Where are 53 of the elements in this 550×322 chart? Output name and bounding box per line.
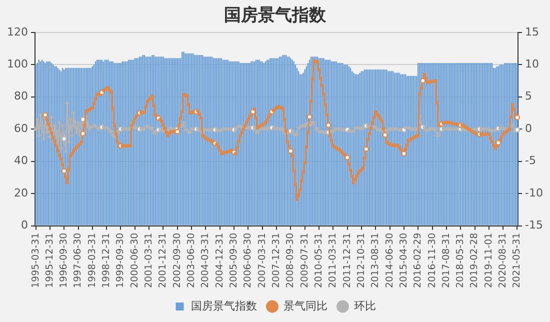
x-tick-label: 2009-07-31 xyxy=(299,232,310,288)
x-tick-label: 1999-09-30 xyxy=(115,232,126,288)
x-tick-label: 2020-08-31 xyxy=(498,232,509,288)
y-tick-label: 120 xyxy=(6,25,28,38)
x-tick-label: 2004-12-31 xyxy=(214,232,226,288)
x-tick-label: 1998-12-31 xyxy=(101,232,112,288)
x-tick-label: 2014-06-30 xyxy=(384,232,396,288)
legend-label: 国房景气指数 xyxy=(190,299,257,312)
x-tick-label: 2008-09-30 xyxy=(285,232,296,288)
y-tick-label: 40 xyxy=(14,154,28,168)
x-tick-label: 2006-06-30 xyxy=(242,232,254,288)
x-tick-label: 2001-12-31 xyxy=(158,232,169,288)
x-tick-label: 2013-08-31 xyxy=(370,232,382,288)
x-tick-label: 1998-03-31 xyxy=(86,232,98,288)
x-tick-label: 2001-03-31 xyxy=(144,232,155,288)
x-tick-label: 2012-10-31 xyxy=(356,232,367,288)
x-tick-label: 2016-11-30 xyxy=(426,232,438,288)
x-tick-label: 2002-09-30 xyxy=(172,232,183,288)
x-tick-label: 1996-09-30 xyxy=(58,232,70,288)
x-tick-label: 2018-05-31 xyxy=(455,232,466,288)
x-tick-label: 2015-04-30 xyxy=(398,232,410,288)
x-tick-label: 1995-03-31 xyxy=(30,232,42,288)
x-tick-label: 2019-02-28 xyxy=(469,232,480,288)
y2-tick-label: -10 xyxy=(525,186,543,200)
x-tick-label: 2019-11-01 xyxy=(483,232,494,288)
chart-title: 国房景气指数 xyxy=(224,6,327,26)
y-tick-label: 60 xyxy=(14,122,28,135)
legend-label: 景气同比 xyxy=(283,299,328,312)
x-tick-label: 2005-09-30 xyxy=(228,232,240,288)
x-tick-label: 2011-12-31 xyxy=(342,232,353,288)
x-tick-label: 2010-05-31 xyxy=(313,232,324,288)
x-tick-label: 2007-03-31 xyxy=(256,232,268,288)
x-tick-label: 2000-06-30 xyxy=(129,232,140,288)
y-tick-label: 20 xyxy=(14,186,28,200)
x-tick-label: 2011-03-31 xyxy=(328,232,339,288)
x-tick-label: 1997-06-30 xyxy=(72,232,84,288)
y-tick-label: 100 xyxy=(6,57,28,70)
y2-tick-label: 5 xyxy=(525,90,532,103)
x-tick-label: 2004-03-31 xyxy=(200,232,212,288)
y-tick-label: 0 xyxy=(20,218,28,232)
x-tick-label: 2003-06-30 xyxy=(186,232,198,288)
x-tick-label: 2017-08-31 xyxy=(440,232,452,288)
x-tick-label: 2016-02-29 xyxy=(412,232,424,288)
x-tick-label: 2021-05-31 xyxy=(512,232,523,288)
legend-label: 环比 xyxy=(354,299,376,312)
y2-tick-label: 10 xyxy=(525,57,540,70)
y-tick-label: 80 xyxy=(14,90,28,103)
y2-tick-label: 15 xyxy=(525,25,540,38)
y2-tick-label: -15 xyxy=(525,218,543,232)
x-tick-label: 2007-12-31 xyxy=(270,232,282,288)
y2-tick-label: 0 xyxy=(525,122,532,135)
x-tick-label: 1995-12-31 xyxy=(44,232,56,288)
y2-tick-label: -5 xyxy=(525,154,536,168)
